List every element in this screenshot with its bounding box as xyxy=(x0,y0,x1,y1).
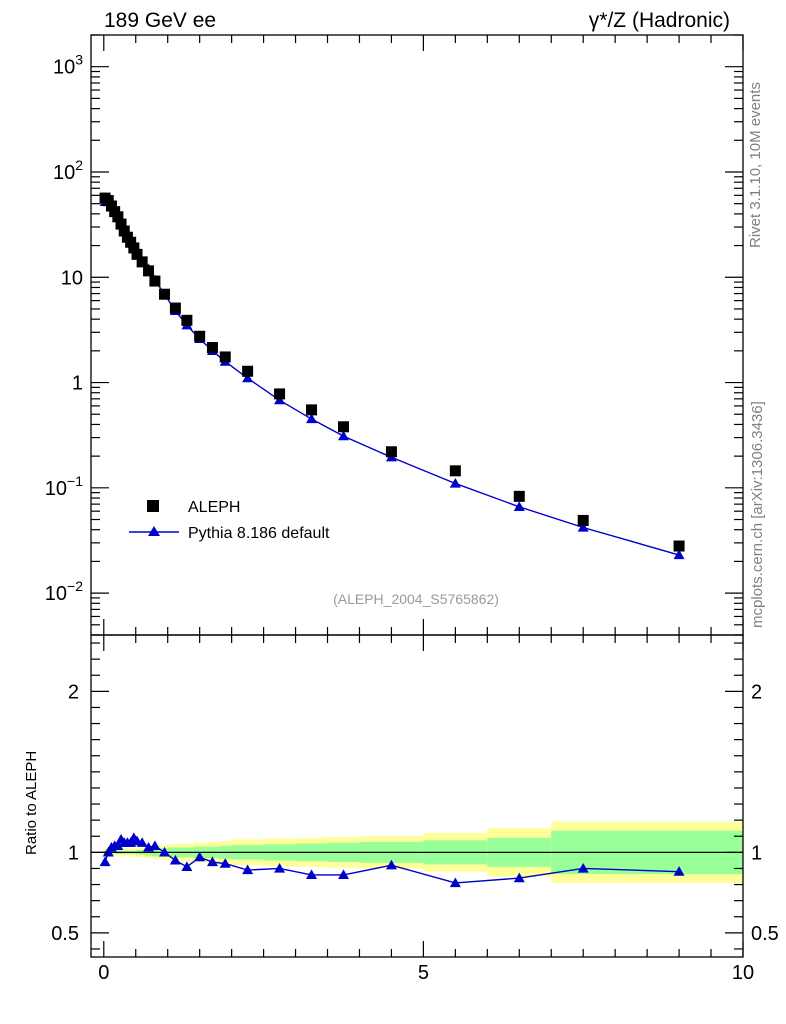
mc-main-point xyxy=(513,501,525,511)
mc-ratio-point xyxy=(385,859,397,870)
mc-ratio-point xyxy=(219,858,231,868)
rivet-version-label: Rivet 3.1.10, 10M events xyxy=(747,82,764,248)
mc-ratio-point xyxy=(136,837,148,847)
mc-ratio-point xyxy=(306,869,318,880)
main-y-tick-label: 10−1 xyxy=(45,473,83,500)
mc-ratio-point xyxy=(102,846,114,857)
mc-main-point xyxy=(673,549,685,560)
mc-ratio-point xyxy=(181,861,193,871)
aleph-data-point xyxy=(449,465,461,477)
main-y-tick-label: 103 xyxy=(53,52,83,79)
ratio-y-tick-label-right: 1 xyxy=(751,842,762,864)
mc-main-point xyxy=(274,394,286,405)
aleph-data-point xyxy=(105,200,117,212)
analysis-id-annotation: (ALEPH_2004_S5765862) xyxy=(333,591,499,607)
legend-aleph-label: ALEPH xyxy=(188,499,240,516)
mc-ratio-point xyxy=(337,869,349,880)
mc-main-point xyxy=(306,413,318,424)
aleph-data-point xyxy=(143,265,155,277)
ratio-y-tick-label-right: 0.5 xyxy=(751,923,779,945)
aleph-data-point xyxy=(673,540,685,552)
legend-pythia-label: Pythia 8.186 default xyxy=(188,525,330,542)
mc-ratio-point xyxy=(169,854,181,865)
ratio-y-axis-label: Ratio to ALEPH xyxy=(23,751,40,855)
x-tick-label: 0 xyxy=(98,962,109,984)
main-axis-ticks xyxy=(91,34,744,636)
aleph-data-point xyxy=(115,218,127,230)
aleph-data-point xyxy=(274,388,286,400)
main-y-tick-label: 102 xyxy=(53,157,83,184)
main-y-tick-label: 1 xyxy=(72,373,83,395)
aleph-data-point xyxy=(577,514,589,526)
legend-pythia-marker xyxy=(148,526,160,536)
mc-ratio-point xyxy=(274,862,286,873)
aleph-data-point xyxy=(131,248,143,260)
ratio-plot-frame xyxy=(90,634,744,958)
aleph-data-point xyxy=(206,342,218,354)
mc-main-point xyxy=(449,477,461,488)
aleph-data-point xyxy=(337,421,349,433)
x-tick-labels: 0 5 10 xyxy=(98,962,754,984)
mc-main-point xyxy=(242,372,254,383)
mc-ratio-point xyxy=(149,840,161,851)
x-tick-label: 10 xyxy=(732,962,754,984)
ratio-y-tick-label-left: 0.5 xyxy=(51,923,79,945)
aleph-data-point xyxy=(242,365,254,377)
aleph-data-point xyxy=(128,242,140,254)
main-y-tick-label: 10 xyxy=(61,267,83,289)
aleph-data-point xyxy=(194,330,206,342)
aleph-data-point xyxy=(118,225,130,237)
ratio-y-tick-labels: 0.5 0.5 1 1 2 2 xyxy=(51,681,779,945)
mc-main-point xyxy=(577,521,589,532)
aleph-data-point xyxy=(149,275,161,287)
main-y-tick-label: 10−2 xyxy=(45,578,83,605)
aleph-data-point xyxy=(385,446,397,458)
mc-ratio-point xyxy=(112,840,124,851)
mc-ratio-point xyxy=(242,864,254,875)
main-y-tick-labels: 10−2 10−1 1 10 102 103 xyxy=(45,52,83,605)
mc-ratio-point xyxy=(159,846,171,857)
aleph-data-point xyxy=(513,490,525,502)
header-left: 189 GeV ee xyxy=(104,9,216,32)
mc-main-point xyxy=(337,430,349,441)
ratio-axis-ticks xyxy=(91,635,744,957)
mc-ratio-point xyxy=(194,851,206,862)
ratio-y-tick-label-left: 2 xyxy=(68,681,79,703)
aleph-series-main xyxy=(99,192,685,552)
x-tick-label: 5 xyxy=(418,962,429,984)
mc-ratio-point xyxy=(577,862,589,873)
ratio-plot-panel: 0.5 0.5 1 1 2 2 0 5 10 Ratio to ALEPH xyxy=(23,634,779,984)
aleph-data-point xyxy=(136,256,148,268)
mc-ratio-point xyxy=(513,872,525,883)
legend: ALEPH Pythia 8.186 default xyxy=(129,499,330,542)
aleph-data-point xyxy=(125,236,137,248)
mc-ratio-point xyxy=(673,866,685,876)
mcplots-label: mcplots.cern.ch [arXiv:1306.3436] xyxy=(749,401,766,628)
mc-series-ratio xyxy=(99,832,685,888)
mc-ratio-point xyxy=(99,856,111,867)
aleph-data-point xyxy=(169,302,181,314)
legend-aleph-marker xyxy=(147,500,159,512)
mc-ratio-point xyxy=(449,877,461,888)
mc-ratio-point xyxy=(206,856,218,867)
aleph-data-point xyxy=(159,288,171,300)
ratio-y-tick-label-left: 1 xyxy=(68,842,79,864)
aleph-data-point xyxy=(219,351,231,363)
aleph-data-point xyxy=(112,211,124,223)
aleph-data-point xyxy=(181,314,193,326)
aleph-data-point xyxy=(306,404,318,416)
header-right: γ*/Z (Hadronic) xyxy=(589,9,730,32)
ratio-y-tick-label-right: 2 xyxy=(751,681,762,703)
